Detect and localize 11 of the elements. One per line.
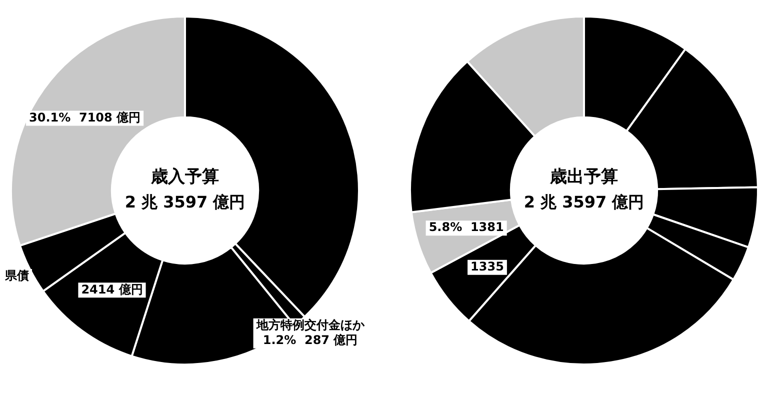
- text: 歳出予算: [549, 166, 618, 187]
- data-label: 1.2% 287 億円: [262, 332, 358, 347]
- data-label: 30.1% 7108 億円: [28, 110, 141, 124]
- data-label: 2414 億円: [81, 282, 143, 296]
- data-label: 1335: [470, 259, 504, 274]
- slice-label: 地方特例交付金ほか: [255, 318, 366, 332]
- text: 2 兆 3597 億円: [524, 192, 644, 212]
- text: 歳入予算: [150, 166, 219, 187]
- data-label: 5.8% 1381: [428, 220, 504, 234]
- text: 2 兆 3597 億円: [124, 192, 246, 212]
- slice-label: 県債: [4, 268, 29, 283]
